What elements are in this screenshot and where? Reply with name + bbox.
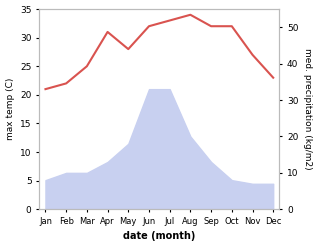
- X-axis label: date (month): date (month): [123, 231, 196, 242]
- Y-axis label: max temp (C): max temp (C): [5, 78, 15, 140]
- Y-axis label: med. precipitation (kg/m2): med. precipitation (kg/m2): [303, 48, 313, 170]
